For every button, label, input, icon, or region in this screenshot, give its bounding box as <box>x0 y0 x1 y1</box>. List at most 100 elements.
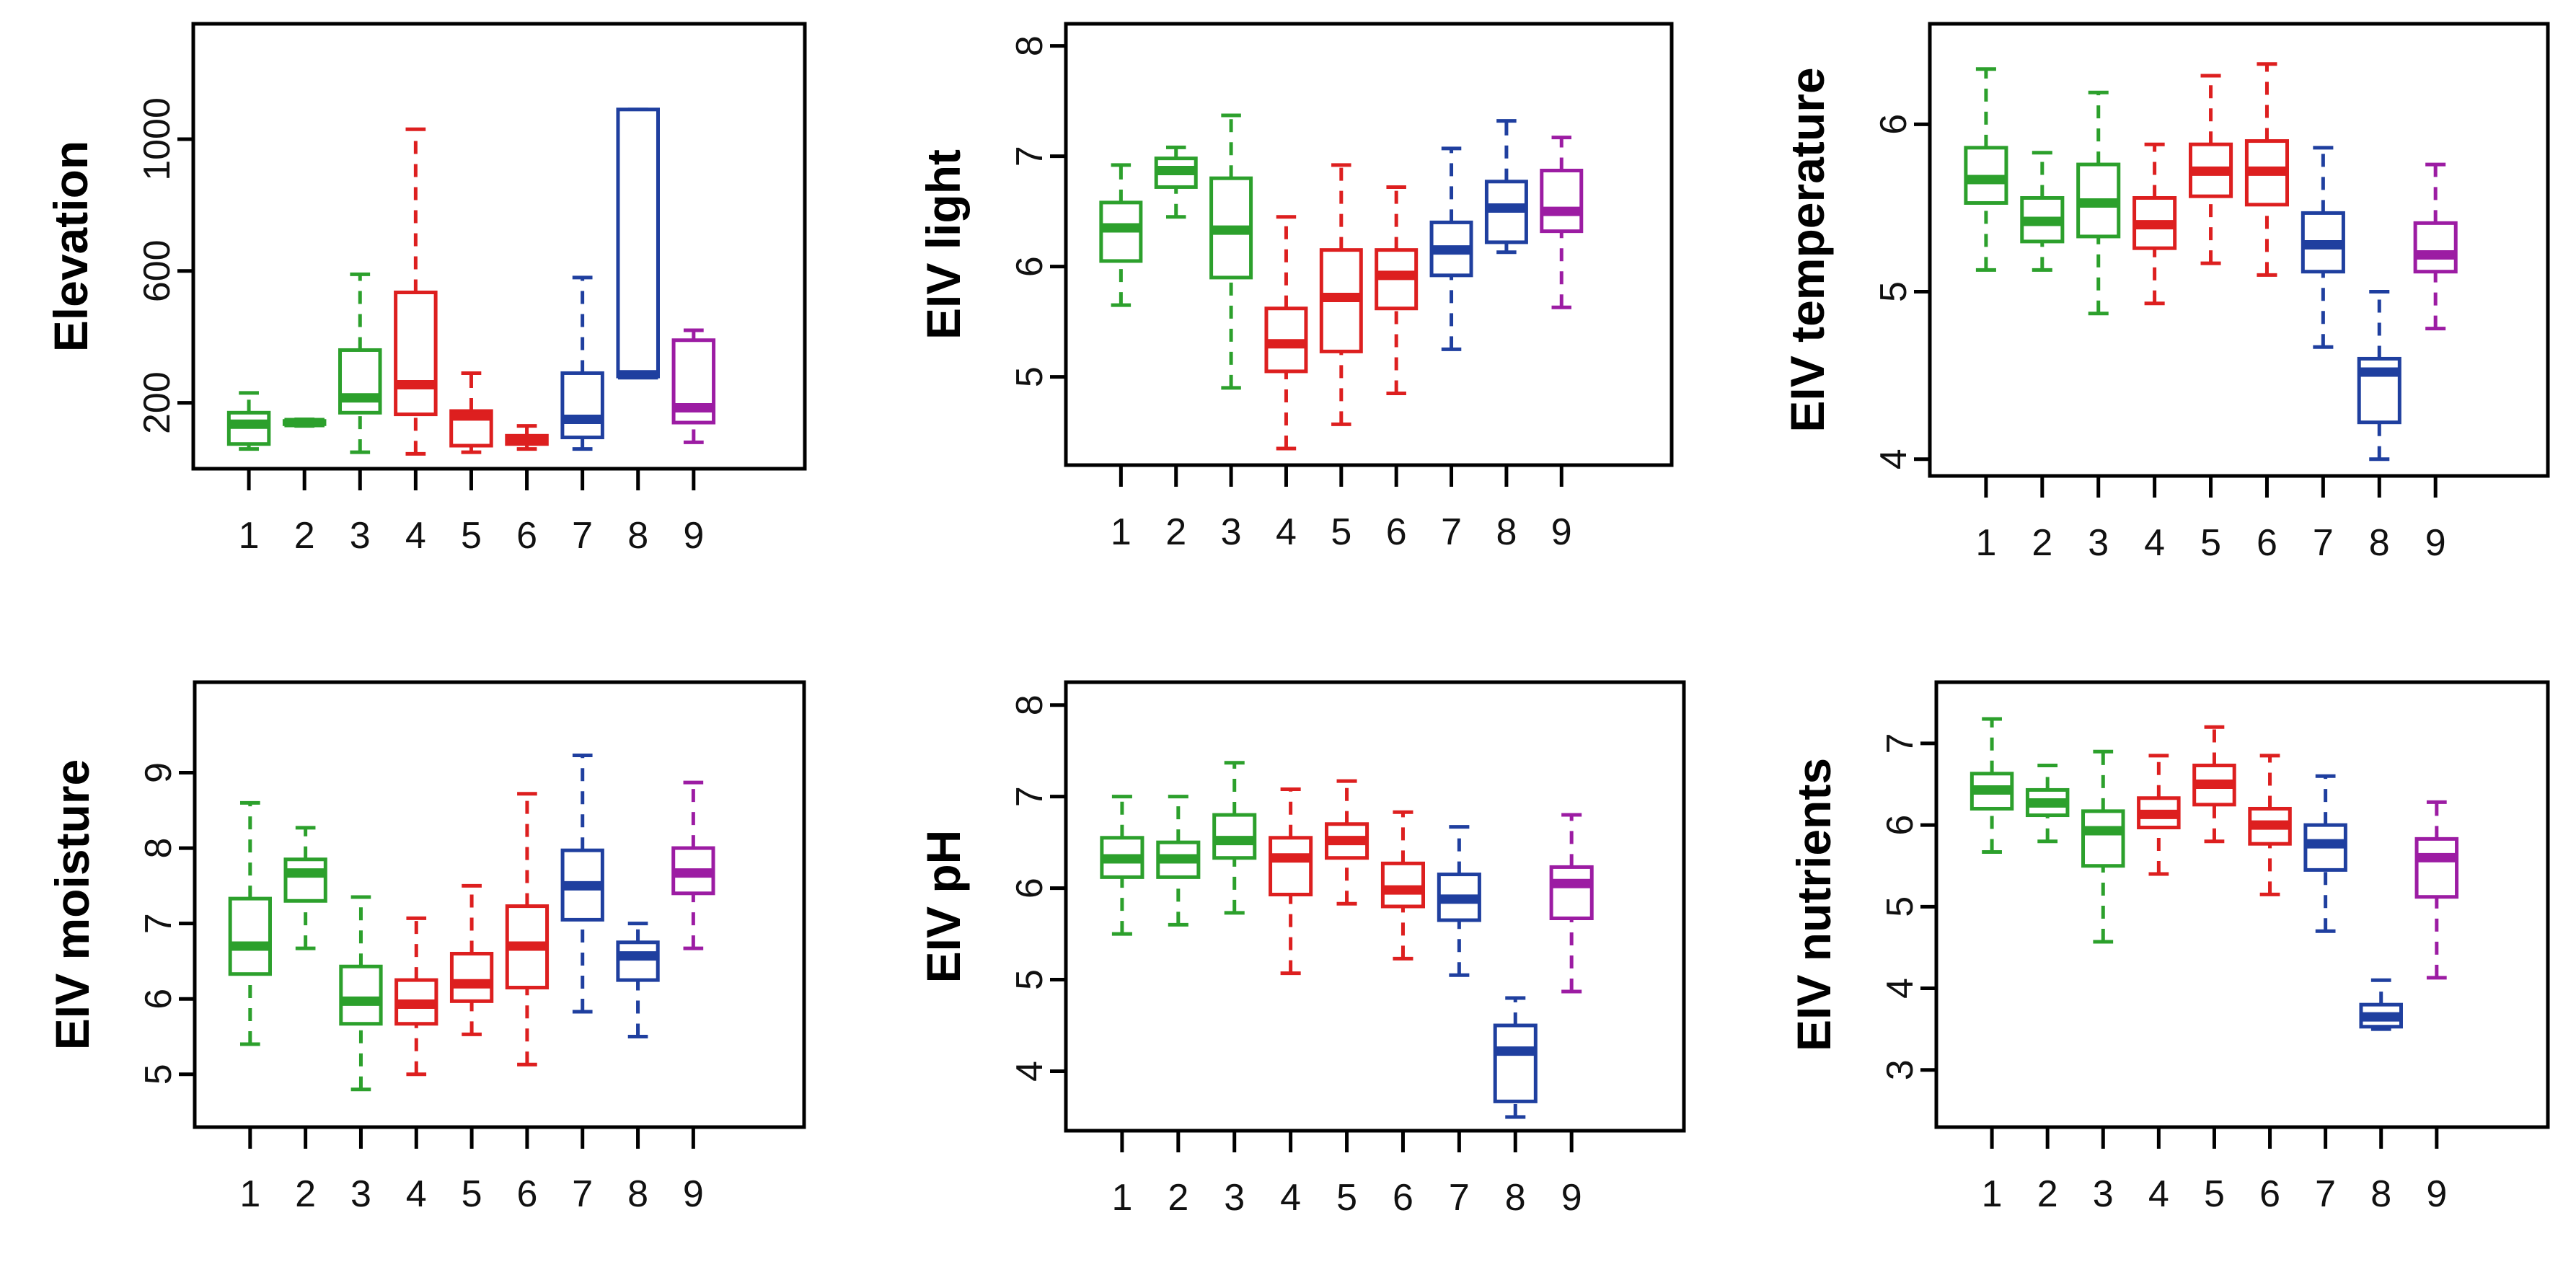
y-tick-label: 6 <box>1873 114 1915 135</box>
y-tick-label: 8 <box>1009 35 1051 56</box>
iqr-box <box>394 290 438 417</box>
x-tick-label: 8 <box>2369 522 2390 564</box>
x-tick-label: 7 <box>1449 1177 1470 1219</box>
y-tick-label: 6 <box>138 989 180 1010</box>
x-tick-label: 4 <box>405 515 426 557</box>
box-group-6 <box>1380 810 1426 961</box>
x-tick-label: 1 <box>239 515 260 557</box>
x-tick-label: 5 <box>2200 522 2221 564</box>
x-tick-label: 8 <box>1496 511 1517 553</box>
box-group-1 <box>1099 163 1143 307</box>
x-tick-label: 9 <box>1551 511 1572 553</box>
x-tick-label: 1 <box>1111 511 1132 553</box>
iqr-box <box>1549 865 1594 921</box>
y-tick-label: 9 <box>138 762 180 783</box>
x-tick-label: 7 <box>2315 1173 2336 1215</box>
y-tick-label: 6 <box>1879 815 1921 836</box>
x-tick-label: 5 <box>461 515 482 557</box>
x-tick-label: 2 <box>1168 1177 1188 1219</box>
plot-frame <box>193 680 806 1129</box>
box-group-7 <box>560 275 604 451</box>
x-tick-label: 7 <box>572 515 593 557</box>
box-group-4 <box>1264 215 1308 451</box>
x-tick-label: 6 <box>516 1173 537 1215</box>
box-group-1 <box>1964 67 2008 272</box>
box-group-2 <box>2025 763 2070 844</box>
y-tick-label: 5 <box>1879 896 1921 917</box>
y-tick-label: 8 <box>138 838 180 859</box>
iqr-box <box>228 896 272 976</box>
x-tick-label: 6 <box>1386 511 1407 553</box>
y-tick-label: 8 <box>1009 694 1051 715</box>
x-tick-label: 9 <box>683 1173 704 1215</box>
x-tick-label: 8 <box>2370 1173 2391 1215</box>
box-group-3 <box>1209 113 1253 390</box>
box-group-2 <box>282 417 327 428</box>
iqr-box <box>2414 836 2459 899</box>
box-group-8 <box>616 107 660 380</box>
box-group-1 <box>228 800 272 1046</box>
box-group-1 <box>226 391 271 451</box>
y-tick-label: 6 <box>1009 878 1051 899</box>
box-group-4 <box>394 916 438 1077</box>
x-tick-label: 8 <box>1505 1177 1526 1219</box>
x-tick-label: 4 <box>2144 522 2165 564</box>
box-group-2 <box>2020 151 2065 272</box>
box-group-6 <box>2244 62 2290 277</box>
y-tick-label: 5 <box>1009 969 1051 990</box>
y-tick-label: 4 <box>1879 978 1921 999</box>
iqr-box <box>2081 809 2125 868</box>
y-tick-label: 5 <box>1009 366 1051 387</box>
y-axis-title: EIV pH <box>917 830 970 984</box>
box-group-7 <box>2301 146 2345 349</box>
y-tick-label: 5 <box>1873 281 1915 302</box>
box-group-1 <box>1970 717 2014 854</box>
y-tick-label: 4 <box>1873 449 1915 469</box>
y-tick-label: 1000 <box>136 97 178 181</box>
box-group-3 <box>2076 90 2121 316</box>
y-tick-label: 5 <box>138 1064 180 1085</box>
box-group-4 <box>394 127 438 456</box>
box-group-9 <box>2413 162 2458 331</box>
box-group-3 <box>1212 761 1257 915</box>
x-tick-label: 1 <box>239 1173 260 1215</box>
x-tick-label: 5 <box>1331 511 1351 553</box>
box-group-9 <box>2414 800 2459 980</box>
iqr-box <box>338 348 382 415</box>
box-group-5 <box>1324 779 1369 906</box>
box-group-9 <box>671 780 715 950</box>
box-group-8 <box>616 922 660 1039</box>
box-group-7 <box>1437 825 1481 977</box>
x-tick-label: 3 <box>1221 511 1242 553</box>
iqr-box <box>449 951 494 1003</box>
iqr-box <box>1380 861 1426 909</box>
x-tick-label: 6 <box>516 515 537 557</box>
x-tick-label: 8 <box>627 1173 648 1215</box>
x-tick-label: 6 <box>2257 522 2277 564</box>
plot-frame <box>1928 22 2550 478</box>
box-group-9 <box>671 328 716 444</box>
x-tick-label: 2 <box>295 1173 316 1215</box>
box-group-4 <box>2132 142 2177 306</box>
y-tick-label: 4 <box>1009 1061 1051 1082</box>
y-tick-label: 600 <box>136 239 178 302</box>
plot-frame <box>1934 680 2550 1129</box>
box-group-8 <box>2357 290 2401 462</box>
x-tick-label: 7 <box>2313 522 2334 564</box>
iqr-box <box>2413 221 2458 274</box>
box-group-5 <box>449 371 493 454</box>
x-tick-label: 9 <box>2426 1173 2447 1215</box>
iqr-box <box>616 107 660 379</box>
box-group-9 <box>1549 813 1594 994</box>
x-tick-label: 4 <box>2148 1173 2169 1215</box>
box-group-9 <box>1540 136 1584 309</box>
x-tick-label: 1 <box>1975 522 1996 564</box>
box-group-5 <box>1319 163 1363 426</box>
x-tick-label: 9 <box>683 515 704 557</box>
box-group-4 <box>2137 754 2181 876</box>
box-group-4 <box>1269 787 1313 976</box>
box-group-5 <box>449 883 494 1036</box>
